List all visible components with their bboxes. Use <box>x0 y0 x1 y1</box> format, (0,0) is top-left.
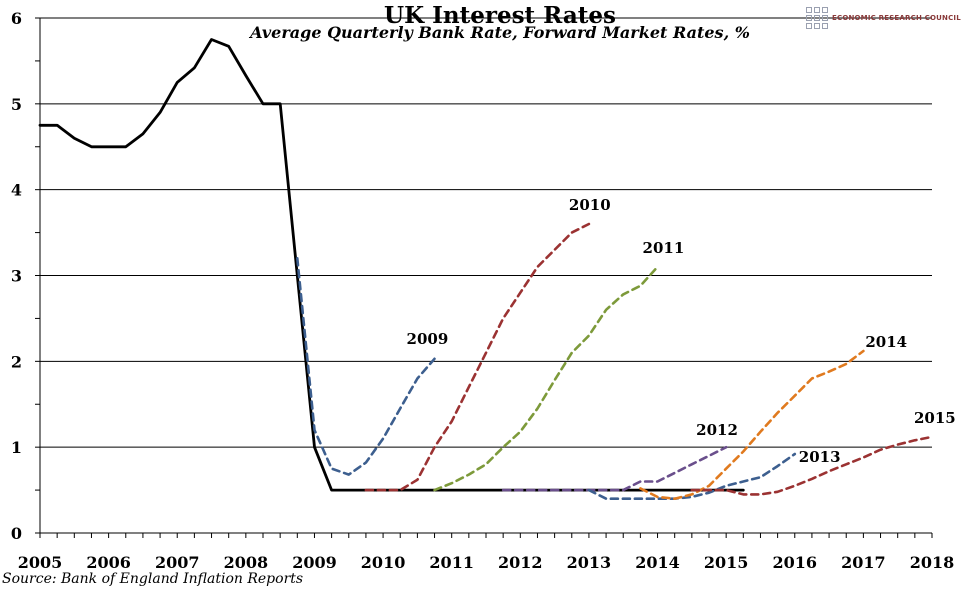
series-line-2013 <box>587 452 797 501</box>
series-line-2015 <box>690 435 934 496</box>
chart-title: UK Interest Rates <box>384 2 616 29</box>
series-label-2009: 2009 <box>407 330 449 348</box>
logo-text: ECONOMIC RESEARCH COUNCIL <box>832 14 961 22</box>
series-label-2012: 2012 <box>696 421 738 439</box>
x-tick-label: 2014 <box>635 553 680 572</box>
y-tick-label: 4 <box>11 181 22 200</box>
series-labels: 2009 2010 2011 2012 2013 2014 2015 <box>407 196 956 466</box>
x-tick-label: 2008 <box>224 553 269 572</box>
x-tick-label: 2010 <box>361 553 406 572</box>
y-tick-label: 1 <box>11 438 22 457</box>
series-line-2009 <box>295 256 436 476</box>
y-tick-label: 6 <box>11 9 22 28</box>
y-tick-label: 3 <box>11 267 22 286</box>
y-tick-label: 0 <box>11 524 22 543</box>
x-tick-label: 2017 <box>841 553 886 572</box>
x-tick-label: 2009 <box>292 553 337 572</box>
y-tick-label: 5 <box>11 95 22 114</box>
series-label-2015: 2015 <box>914 409 956 427</box>
series-line-2012 <box>501 445 728 492</box>
x-tick-label: 2007 <box>155 553 200 572</box>
series-label-2011: 2011 <box>643 239 685 257</box>
chart-subtitle: Average Quarterly Bank Rate, Forward Mar… <box>250 23 750 42</box>
series-lines <box>38 38 934 501</box>
series-label-2013: 2013 <box>799 448 841 466</box>
x-tick-label: 2015 <box>704 553 749 572</box>
gridlines <box>40 17 932 448</box>
y-tick-label: 2 <box>11 352 22 371</box>
x-tick-label: 2016 <box>773 553 818 572</box>
logo: ECONOMIC RESEARCH COUNCIL <box>806 7 961 29</box>
series-label-2010: 2010 <box>569 196 611 214</box>
series-line-2011 <box>433 265 659 492</box>
x-tick-label: 2005 <box>18 553 63 572</box>
x-tick-label: 2013 <box>567 553 612 572</box>
x-tick-label: 2011 <box>429 553 474 572</box>
series-line-2010 <box>364 222 591 492</box>
x-tick-label: 2006 <box>86 553 131 572</box>
x-tick-label: 2012 <box>498 553 543 572</box>
source-note: Source: Bank of England Inflation Report… <box>2 571 304 587</box>
x-tick-label: 2018 <box>910 553 955 572</box>
series-line-2014 <box>639 349 865 501</box>
logo-grid-icon <box>806 7 828 29</box>
series-label-2014: 2014 <box>865 333 907 351</box>
